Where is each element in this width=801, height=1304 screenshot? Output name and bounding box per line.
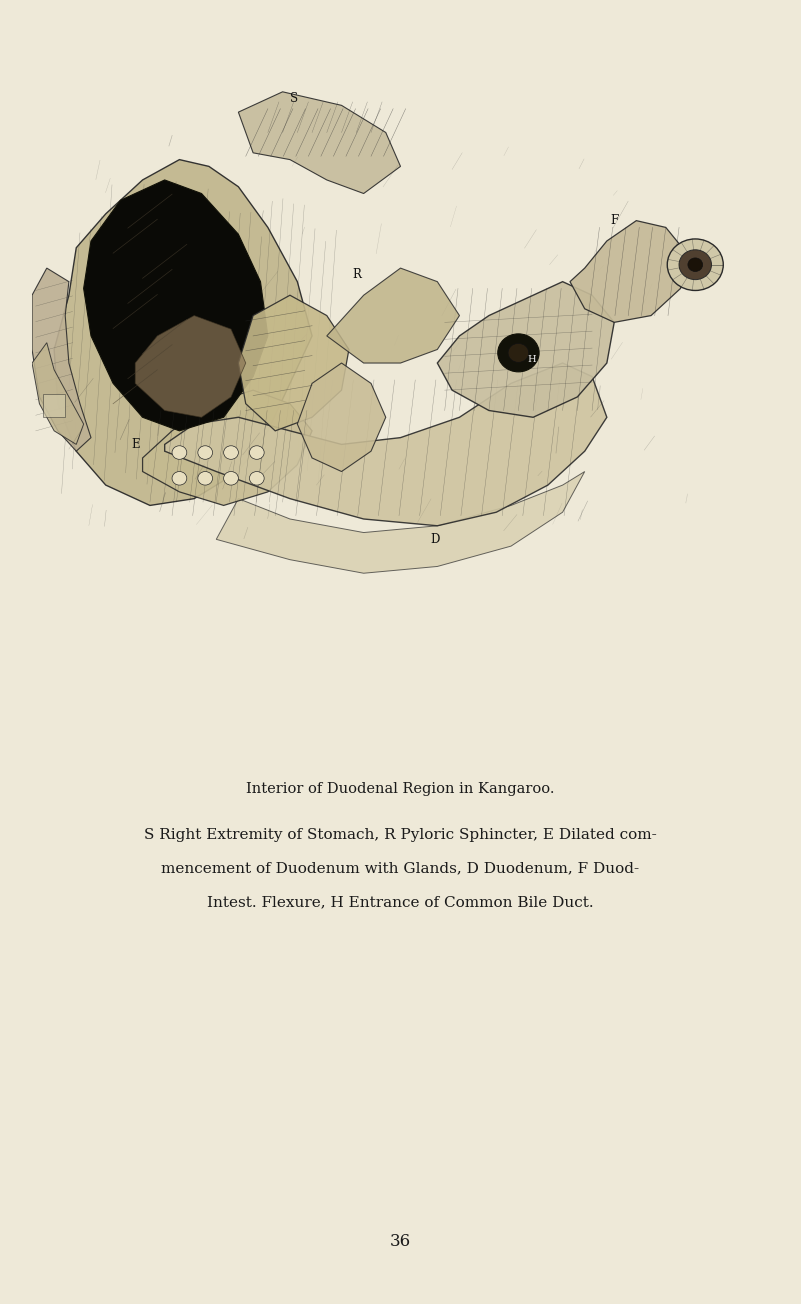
Polygon shape	[165, 363, 607, 526]
Text: Interior of Duodenal Region in Kangaroo.: Interior of Duodenal Region in Kangaroo.	[246, 782, 555, 795]
Polygon shape	[297, 363, 386, 472]
Polygon shape	[239, 91, 400, 193]
Circle shape	[198, 472, 212, 485]
Polygon shape	[570, 220, 688, 322]
Circle shape	[172, 472, 187, 485]
Text: S Right Extremity of Stomach, R Pyloric Sphincter, E Dilated com-: S Right Extremity of Stomach, R Pyloric …	[144, 828, 657, 841]
Text: F: F	[610, 214, 618, 227]
Circle shape	[223, 446, 239, 459]
Circle shape	[508, 343, 529, 363]
Circle shape	[172, 446, 187, 459]
Polygon shape	[32, 343, 83, 445]
Circle shape	[688, 258, 702, 271]
Circle shape	[198, 446, 212, 459]
Circle shape	[249, 472, 264, 485]
Circle shape	[679, 250, 711, 279]
Text: 36: 36	[390, 1232, 411, 1251]
Text: D: D	[430, 533, 440, 546]
Circle shape	[667, 239, 723, 291]
Polygon shape	[143, 390, 312, 506]
Circle shape	[223, 472, 239, 485]
Polygon shape	[135, 316, 246, 417]
Polygon shape	[437, 282, 614, 417]
Text: H: H	[527, 355, 536, 364]
Polygon shape	[327, 269, 460, 363]
Circle shape	[249, 446, 264, 459]
Circle shape	[497, 334, 539, 372]
Polygon shape	[32, 269, 91, 451]
Polygon shape	[43, 394, 65, 417]
Polygon shape	[54, 159, 312, 506]
Text: mencement of Duodenum with Glands, D Duodenum, F Duod-: mencement of Duodenum with Glands, D Duo…	[162, 862, 639, 875]
Polygon shape	[216, 472, 585, 574]
Text: E: E	[131, 438, 140, 451]
Polygon shape	[83, 180, 268, 430]
Text: Intest. Flexure, H Entrance of Common Bile Duct.: Intest. Flexure, H Entrance of Common Bi…	[207, 896, 594, 909]
Text: R: R	[352, 269, 361, 282]
Polygon shape	[239, 295, 349, 430]
Text: S: S	[290, 93, 298, 106]
